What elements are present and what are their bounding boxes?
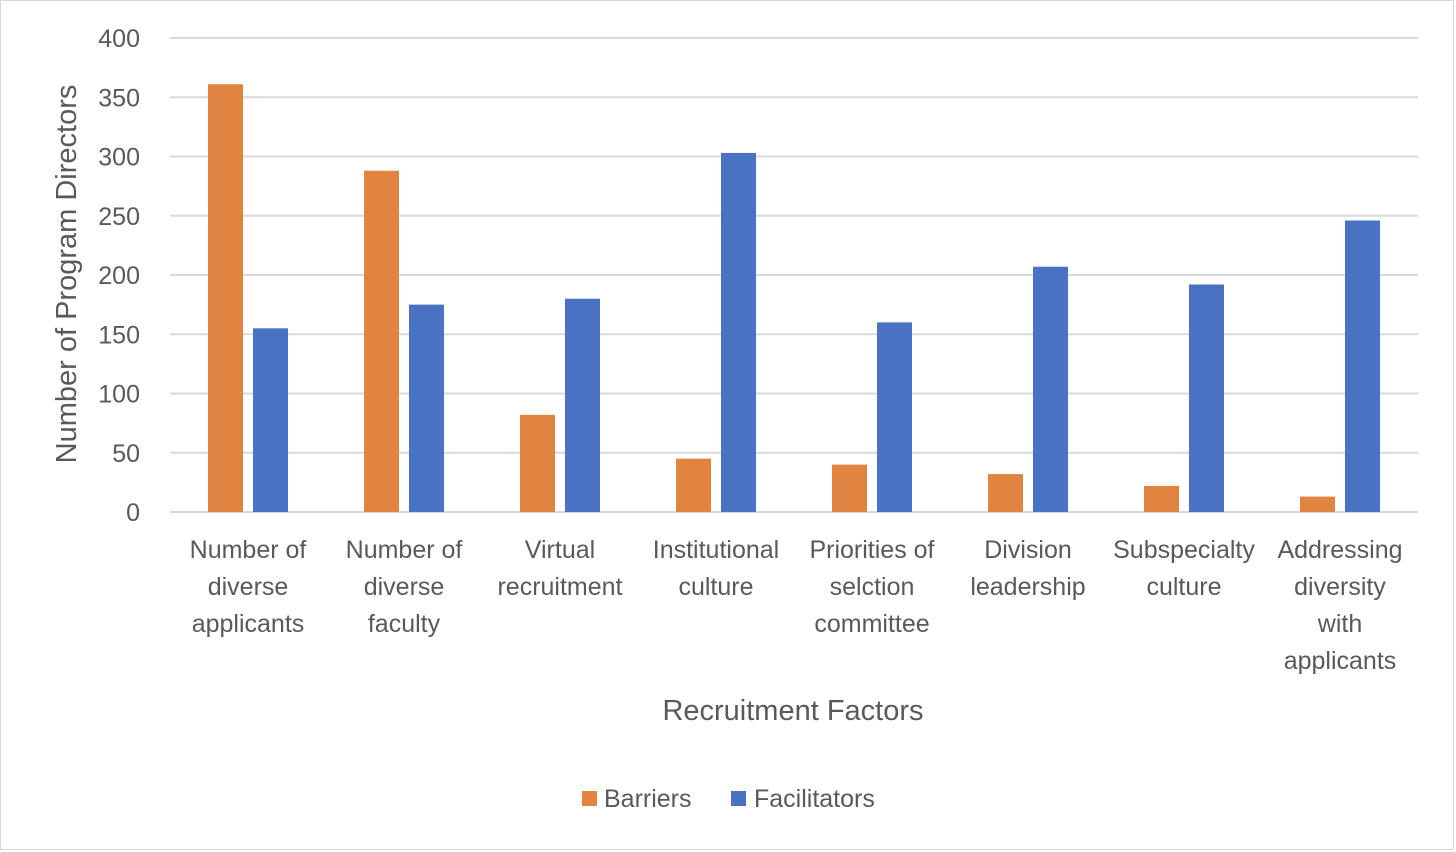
bar-facilitators: [721, 152, 756, 512]
bar-barriers: [1144, 485, 1179, 512]
y-tick-label: 400: [98, 25, 140, 53]
bar-facilitators: [409, 304, 444, 512]
y-tick-label: 350: [98, 84, 140, 112]
y-tick-label: 50: [112, 440, 140, 468]
x-tick-label: Subspecialty culture: [1113, 536, 1255, 601]
x-tick-label: Priorities of selction committee: [809, 536, 934, 638]
x-tick-label: Division leadership: [970, 536, 1085, 601]
y-tick-label: 300: [98, 144, 140, 172]
y-tick-label: 100: [98, 381, 140, 409]
x-tick-label: Institutional culture: [653, 536, 779, 601]
legend-label-facilitators: Facilitators: [754, 785, 875, 813]
gridlines: [170, 37, 1418, 513]
bar-facilitators: [1033, 266, 1068, 512]
bars: [208, 84, 1380, 513]
bar-barriers: [1300, 496, 1335, 512]
y-axis-title: Number of Program Directors: [51, 85, 83, 464]
bar-barriers: [676, 458, 711, 512]
bar-barriers: [364, 170, 399, 512]
legend-swatch-facilitators: [731, 791, 746, 806]
y-tick-label: 200: [98, 262, 140, 290]
bar-facilitators: [1345, 220, 1380, 513]
bar-barriers: [832, 464, 867, 512]
y-tick-label: 150: [98, 321, 140, 349]
bar-facilitators: [253, 328, 288, 512]
x-tick-label: Addressing diversity with applicants: [1277, 536, 1402, 675]
x-axis-title: Recruitment Factors: [662, 695, 923, 727]
x-tick-label: Virtual recruitment: [497, 536, 622, 601]
bar-barriers: [988, 474, 1023, 512]
bar-barriers: [520, 414, 555, 512]
bar-facilitators: [565, 298, 600, 512]
y-tick-label: 250: [98, 203, 140, 231]
x-tick-label: Number of diverse faculty: [346, 536, 463, 638]
y-axis-ticks: 0 50 100 150 200 250 300 350 400: [98, 25, 140, 527]
legend: Barriers Facilitators: [582, 785, 875, 813]
bar-facilitators: [1189, 284, 1224, 512]
x-axis-ticks: Number of diverse applicants Number of diver…: [190, 536, 1403, 675]
bar-barriers: [208, 84, 243, 512]
x-tick-label: Number of diverse applicants: [190, 536, 307, 638]
legend-swatch-barriers: [582, 791, 597, 806]
legend-label-barriers: Barriers: [604, 785, 692, 813]
bar-facilitators: [877, 322, 912, 512]
y-tick-label: 0: [126, 499, 140, 527]
